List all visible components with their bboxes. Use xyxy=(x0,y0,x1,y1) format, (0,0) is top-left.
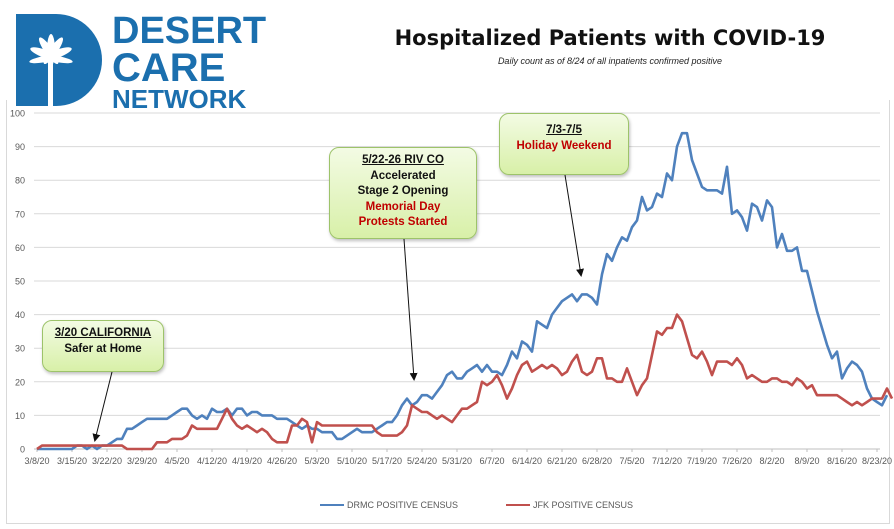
annotation-arrow xyxy=(92,371,113,442)
legend: DRMC POSITIVE CENSUS JFK POSITIVE CENSUS xyxy=(320,500,633,510)
x-tick-label: 3/29/20 xyxy=(127,456,157,466)
y-tick-label: 40 xyxy=(15,310,25,320)
annotation-safer-at-home: 3/20 CALIFORNIA Safer at Home xyxy=(42,320,164,372)
x-tick-label: 8/2/20 xyxy=(759,456,784,466)
x-tick-label: 8/16/20 xyxy=(827,456,857,466)
x-tick-label: 3/8/20 xyxy=(24,456,49,466)
annotation-line-red: Protests Started xyxy=(358,216,448,228)
x-tick-label: 7/5/20 xyxy=(619,456,644,466)
x-tick-label: 6/14/20 xyxy=(512,456,542,466)
x-tick-label: 6/7/20 xyxy=(479,456,504,466)
annotation-line: Stage 2 Opening xyxy=(357,185,449,197)
annotation-arrows xyxy=(92,174,585,442)
chart-frame xyxy=(6,100,890,524)
x-tick-label: 5/3/20 xyxy=(304,456,329,466)
x-tick-label: 6/28/20 xyxy=(582,456,612,466)
annotation-line-red: Holiday Weekend xyxy=(516,139,612,152)
y-tick-label: 90 xyxy=(15,142,25,152)
logo-text-desert: DESERT xyxy=(112,10,267,52)
x-tick-label: 6/21/20 xyxy=(547,456,577,466)
legend-swatch-jfk xyxy=(506,504,531,506)
x-tick-label: 5/24/20 xyxy=(407,456,437,466)
x-tick-label: 5/10/20 xyxy=(337,456,367,466)
legend-label-jfk: JFK POSITIVE CENSUS xyxy=(533,500,634,510)
chart-title: Hospitalized Patients with COVID-19 xyxy=(394,26,826,50)
logo-text-network: NETWORK xyxy=(112,84,247,114)
annotation-holiday-weekend: 7/3-7/5 Holiday Weekend xyxy=(499,113,629,175)
logo-text-care: CARE xyxy=(112,46,226,90)
series-line-jfk xyxy=(36,313,894,451)
legend-swatch-drmc xyxy=(320,504,344,506)
y-tick-label: 10 xyxy=(15,411,25,421)
y-tick-label: 80 xyxy=(15,176,25,186)
annotation-line: Safer at Home xyxy=(64,342,142,355)
x-tick-label: 3/22/20 xyxy=(92,456,122,466)
annotation-arrow xyxy=(403,238,418,381)
x-tick-label: 4/12/20 xyxy=(197,456,227,466)
annotation-arrow xyxy=(564,174,585,277)
legend-item-drmc: DRMC POSITIVE CENSUS xyxy=(320,500,458,510)
x-tick-label: 7/19/20 xyxy=(687,456,717,466)
y-tick-label: 0 xyxy=(20,445,25,455)
series-lines xyxy=(36,131,894,451)
y-tick-label: 20 xyxy=(15,377,25,387)
x-tick-label: 7/26/20 xyxy=(722,456,752,466)
legend-item-jfk: JFK POSITIVE CENSUS xyxy=(506,500,633,510)
x-tick-label: 3/15/20 xyxy=(57,456,87,466)
y-tick-label: 30 xyxy=(15,344,25,354)
x-tick-label: 5/31/20 xyxy=(442,456,472,466)
x-axis-ticks: 3/8/20 3/15/20 3/22/20 3/29/20 4/5/20 4/12/20… xyxy=(24,449,892,466)
x-tick-label: 5/17/20 xyxy=(372,456,402,466)
palm-tree-icon xyxy=(29,34,73,106)
y-axis-ticks: 0 10 20 30 40 50 60 70 80 90 100 xyxy=(10,109,25,455)
annotation-line-red: Memorial Day xyxy=(365,200,441,213)
x-tick-label: 4/26/20 xyxy=(267,456,297,466)
x-tick-label: 8/9/20 xyxy=(794,456,819,466)
y-tick-label: 50 xyxy=(15,277,25,287)
x-tick-label: 4/5/20 xyxy=(164,456,189,466)
x-tick-label: 7/12/20 xyxy=(652,456,682,466)
x-tick-label: 8/23/20 xyxy=(862,456,892,466)
annotation-line: 5/22-26 RIV CO xyxy=(362,154,444,166)
annotation-line: 7/3-7/5 xyxy=(546,124,582,136)
series-line-drmc xyxy=(37,131,889,451)
desert-care-network-logo: DESERT CARE NETWORK xyxy=(8,8,266,114)
y-tick-label: 60 xyxy=(15,243,25,253)
legend-label-drmc: DRMC POSITIVE CENSUS xyxy=(347,500,459,510)
annotation-memorial-day: 5/22-26 RIV CO Accelerated Stage 2 Openi… xyxy=(329,147,477,239)
y-tick-label: 70 xyxy=(15,209,25,219)
annotation-line: Accelerated xyxy=(370,169,436,182)
x-tick-label: 4/19/20 xyxy=(232,456,262,466)
chart-subtitle: Daily count as of 8/24 of all inpatients… xyxy=(497,56,723,66)
y-tick-label: 100 xyxy=(10,109,25,119)
annotation-line: 3/20 CALIFORNIA xyxy=(54,327,152,339)
